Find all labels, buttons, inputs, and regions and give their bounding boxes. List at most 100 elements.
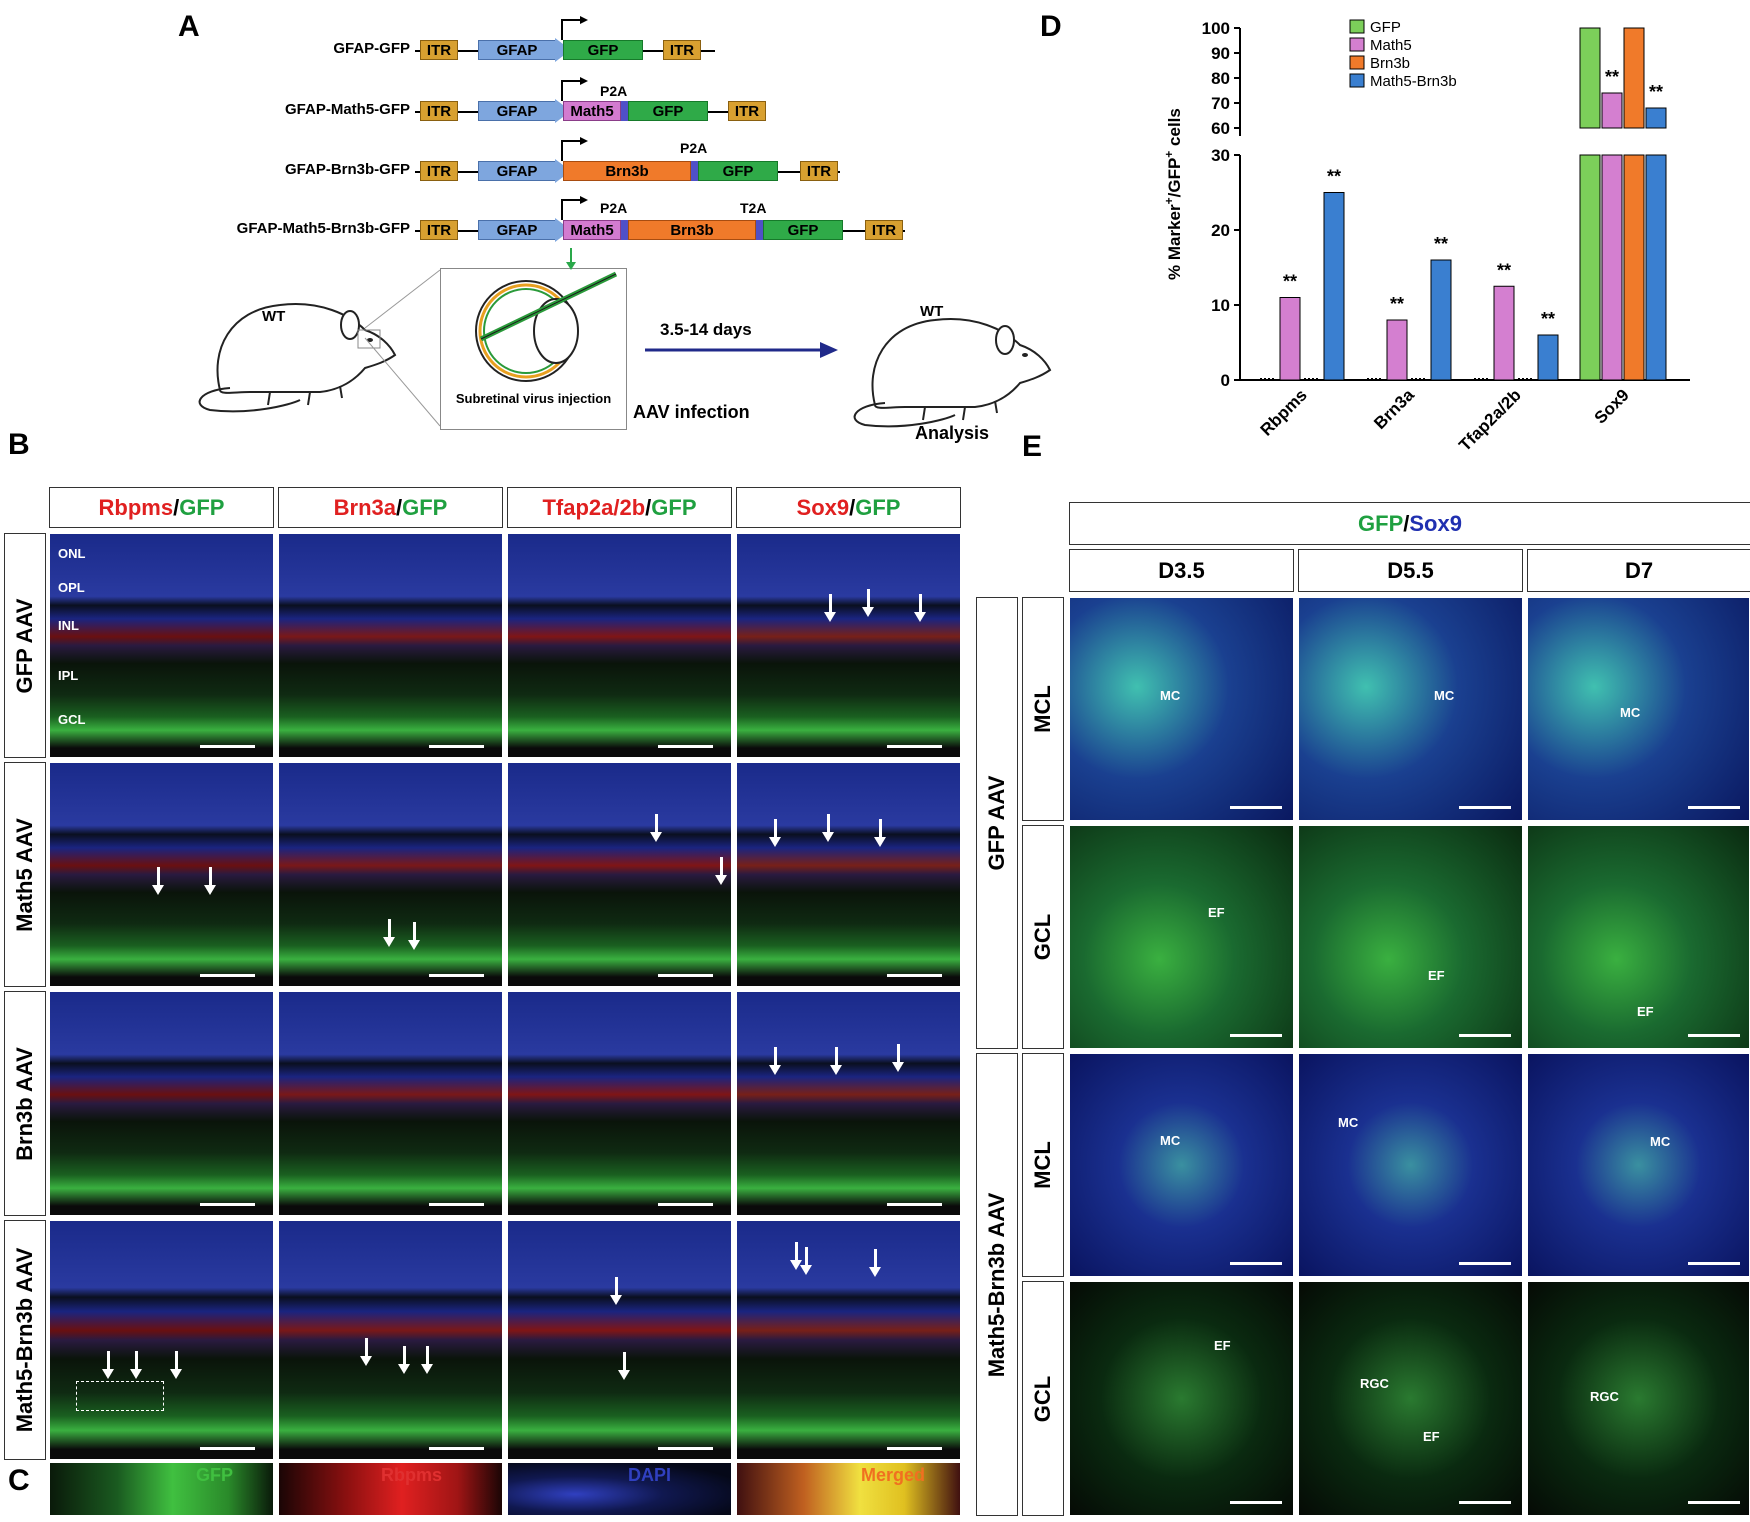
itr-box: ITR [865,220,903,240]
retina-micrograph [736,991,961,1216]
timeline-arrow-icon [645,342,838,358]
mc-annotation: MC [1434,688,1455,703]
x-tick-label: Rbpms [1257,385,1311,439]
y-tick-label: 100 [1202,19,1230,38]
gfp-box: GFP [763,220,843,240]
brn3b-box: Brn3b [628,220,756,240]
gfap-promoter: GFAP [478,101,556,121]
construct-name: GFAP-GFP [333,40,410,57]
significance-mark: ** [1649,82,1663,102]
p2a-label: P2A [600,83,628,99]
t2a-box [756,220,763,240]
retina-micrograph [507,533,732,758]
x-tick-label: Tfap2a/2b [1455,385,1525,455]
mouse-illustration-icon [853,318,1052,428]
layer-header: GCL [1022,825,1064,1049]
bar [1537,334,1559,381]
ef-annotation: EF [1428,968,1445,983]
bar [1645,154,1667,381]
construct-name: GFAP-Math5-Brn3b-GFP [236,220,410,237]
t2a-label: T2A [740,200,767,216]
whole-mount-micrograph [1069,597,1294,821]
retina-micrograph [736,533,961,758]
y-tick-label: 90 [1211,44,1230,63]
panel-label-d: D [1040,10,1062,43]
legend-label: Brn3b [1370,55,1410,72]
row-header: Math5-Brn3b AAV [4,1220,46,1460]
itr-box: ITR [420,101,458,121]
y-tick-label: 80 [1211,69,1230,88]
significance-mark: ** [1497,260,1511,280]
row-header: Math5 AAV [4,762,46,987]
bar [1279,297,1301,381]
retina-micrograph [507,1220,732,1460]
whole-mount-micrograph [1527,1053,1750,1277]
mouse-illustration-icon [198,303,397,413]
p2a-box [621,220,628,240]
whole-mount-micrograph [1527,597,1750,821]
retina-micrograph [49,991,274,1216]
layer-label: OPL [58,580,85,595]
ef-annotation: EF [1637,1004,1654,1019]
gfap-promoter: GFAP [478,220,556,240]
bar [1323,192,1345,381]
bar [1623,154,1645,381]
mc-annotation: MC [1160,688,1181,703]
duration-label: 3.5-14 days [660,320,752,339]
mc-annotation: MC [1338,1115,1359,1130]
bar [1386,319,1408,381]
row-header: GFP AAV [4,533,46,758]
inset-image: Rbpms [278,1462,503,1516]
layer-label: IPL [58,668,79,683]
math5-box: Math5 [563,101,621,121]
panel-label-c: C [8,1464,30,1497]
promoter-arrow-icon [561,137,588,161]
itr-box: ITR [663,40,701,60]
y-axis-label: % Marker+/GFP+ cells [1162,108,1184,280]
inset-image: GFP [49,1462,274,1516]
significance-mark: ** [1434,234,1448,254]
y-tick-label: 70 [1211,94,1230,113]
column-header: Brn3a / GFP [278,487,503,528]
legend-swatch [1349,37,1365,52]
inset-image: Merged [736,1462,961,1516]
whole-mount-micrograph [1069,825,1294,1049]
p2a-label: P2A [600,200,628,216]
bar [1579,27,1601,129]
significance-mark: ** [1390,294,1404,314]
p2a-label: P2A [680,140,708,156]
retina-micrograph [507,991,732,1216]
itr-box: ITR [420,161,458,181]
day-header: D3.5 [1069,549,1294,592]
injection-caption: Subretinal virus injection [455,391,612,406]
gfp-box: GFP [698,161,778,181]
retina-micrograph [278,762,503,987]
y-tick-label: 60 [1211,119,1230,138]
itr-box: ITR [800,161,838,181]
gfap-promoter: GFAP [478,161,556,181]
layer-header: MCL [1022,1053,1064,1277]
analysis-label: Analysis [915,423,990,443]
math5-box: Math5 [563,220,621,240]
gfp-box: GFP [628,101,708,121]
bar [1579,154,1601,381]
y-tick-label: 10 [1211,296,1230,315]
layer-label: ONL [58,546,86,561]
bar-chart: 0 10 20 30 60 70 80 90 100 % Marker+/GFP+ cells **… [1162,19,1690,455]
row-header: Brn3b AAV [4,991,46,1216]
retina-micrograph [278,533,503,758]
retina-micrograph [49,762,274,987]
legend-label: Math5 [1370,37,1412,54]
construct-name: GFAP-Math5-GFP [284,101,410,118]
panel-label-b: B [8,428,30,461]
y-tick-label: 20 [1211,221,1230,240]
column-header: Rbpms / GFP [49,487,274,528]
infection-label: AAV infection [633,402,750,422]
ef-annotation: EF [1214,1338,1231,1353]
bar [1645,107,1667,129]
whole-mount-micrograph [1298,825,1523,1049]
zoom-lines-icon [364,269,441,427]
whole-mount-micrograph [1298,597,1523,821]
mc-annotation: MC [1650,1134,1671,1149]
group-header: GFP AAV [976,597,1018,1049]
